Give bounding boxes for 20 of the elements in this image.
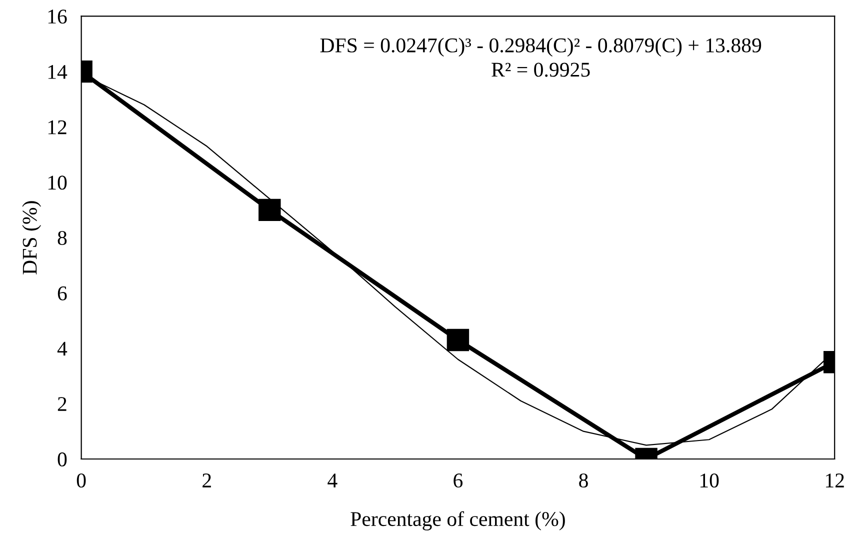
y-tick-label: 12 [48,120,66,134]
y-tick-label: 8 [58,230,67,246]
y-tick-label: 6 [58,286,67,300]
y-tick-label: 10 [48,176,67,190]
y-tick-label: 16 [48,10,67,24]
y-tick-label: 2 [58,397,66,411]
x-tick-label: 10 [700,473,719,488]
x-tick-label: 2 [202,474,211,488]
x-tick-label: 6 [454,474,463,488]
annotation: DFS = 0.0247(C)³ - 0.2984(C)² - 0.8079(C) + 13.889 [320,38,762,57]
annotation: R² = 0.9925 [492,62,590,77]
x-tick-label: 8 [579,473,588,488]
y-tick-label: 0 [58,452,67,466]
x-axis-title: Percentage of cement (%) [350,511,565,530]
x-tick-label: 4 [328,474,338,488]
y-axis-title: DFS (%) [22,201,42,274]
x-tick-label: 12 [826,474,844,488]
y-tick-label: 4 [57,342,68,356]
y-tick-label: 14 [48,65,68,79]
x-tick-label: 0 [76,473,86,488]
